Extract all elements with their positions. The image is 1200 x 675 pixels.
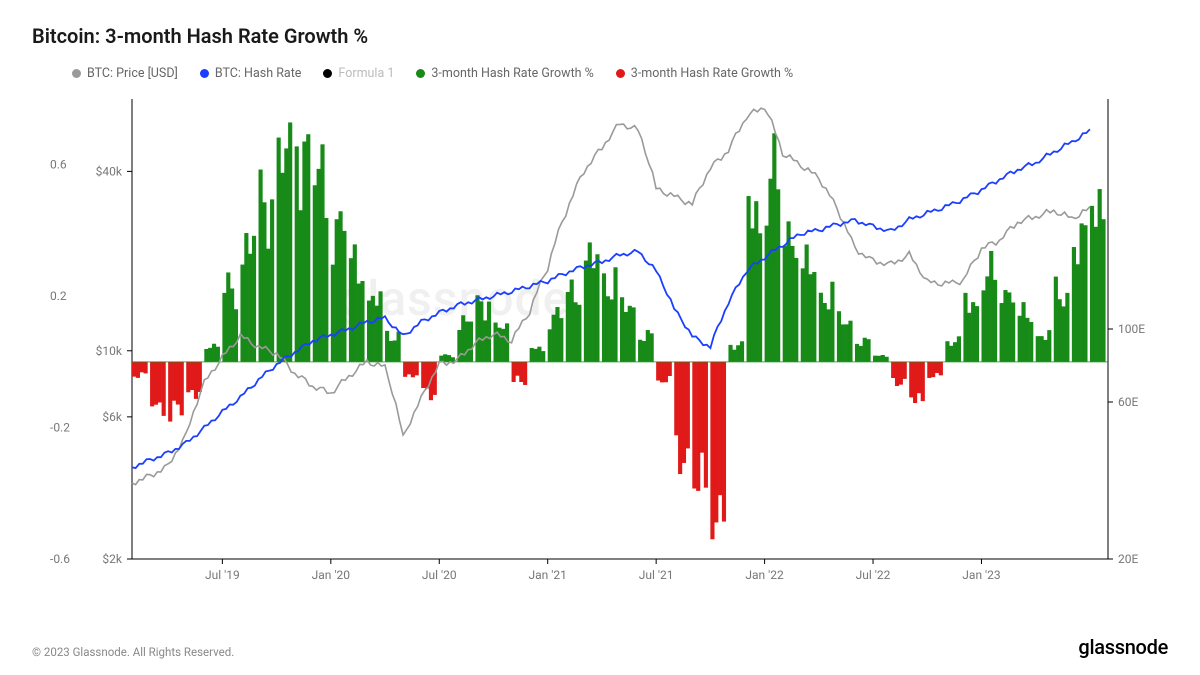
- svg-text:100E: 100E: [1118, 322, 1145, 336]
- svg-text:20E: 20E: [1118, 552, 1138, 566]
- svg-text:Jul '22: Jul '22: [856, 568, 891, 582]
- copyright: © 2023 Glassnode. All Rights Reserved.: [32, 645, 234, 659]
- svg-text:$2k: $2k: [102, 552, 122, 566]
- svg-text:Jan '20: Jan '20: [312, 568, 351, 582]
- svg-text:$10k: $10k: [96, 344, 123, 358]
- svg-text:Jul '21: Jul '21: [639, 568, 674, 582]
- legend-label: 3-month Hash Rate Growth %: [431, 66, 593, 81]
- svg-text:-0.2: -0.2: [50, 421, 70, 435]
- svg-text:60E: 60E: [1118, 395, 1138, 409]
- legend: BTC: Price [USD] BTC: Hash Rate Formula 1 3…: [32, 66, 1168, 81]
- svg-text:Jan '23: Jan '23: [962, 568, 1000, 582]
- chart: glassnode0.60.2-0.2-0.6$40k$10k$6k$2k100…: [32, 89, 1168, 609]
- legend-item: Formula 1: [323, 66, 394, 81]
- legend-swatch: [72, 69, 81, 78]
- brand-logo: glassnode: [1078, 635, 1168, 659]
- svg-text:Jul '20: Jul '20: [422, 568, 457, 582]
- legend-item: 3-month Hash Rate Growth %: [416, 66, 593, 81]
- svg-text:0.2: 0.2: [50, 289, 67, 303]
- legend-swatch: [616, 69, 625, 78]
- legend-item: BTC: Hash Rate: [200, 66, 302, 81]
- legend-label: Formula 1: [338, 66, 394, 81]
- svg-text:Jul '19: Jul '19: [205, 568, 240, 582]
- legend-swatch: [416, 69, 425, 78]
- svg-text:Jan '22: Jan '22: [745, 568, 784, 582]
- legend-item: 3-month Hash Rate Growth %: [616, 66, 793, 81]
- chart-title: Bitcoin: 3-month Hash Rate Growth %: [32, 24, 1168, 48]
- svg-text:Jan '21: Jan '21: [529, 568, 567, 582]
- legend-label: BTC: Hash Rate: [215, 66, 302, 81]
- svg-text:$6k: $6k: [102, 410, 122, 424]
- svg-text:-0.6: -0.6: [50, 552, 70, 566]
- legend-label: 3-month Hash Rate Growth %: [631, 66, 793, 81]
- svg-text:$40k: $40k: [96, 164, 123, 178]
- legend-swatch: [323, 69, 332, 78]
- svg-text:0.6: 0.6: [50, 158, 67, 172]
- legend-swatch: [200, 69, 209, 78]
- legend-item: BTC: Price [USD]: [72, 66, 178, 81]
- legend-label: BTC: Price [USD]: [87, 66, 178, 81]
